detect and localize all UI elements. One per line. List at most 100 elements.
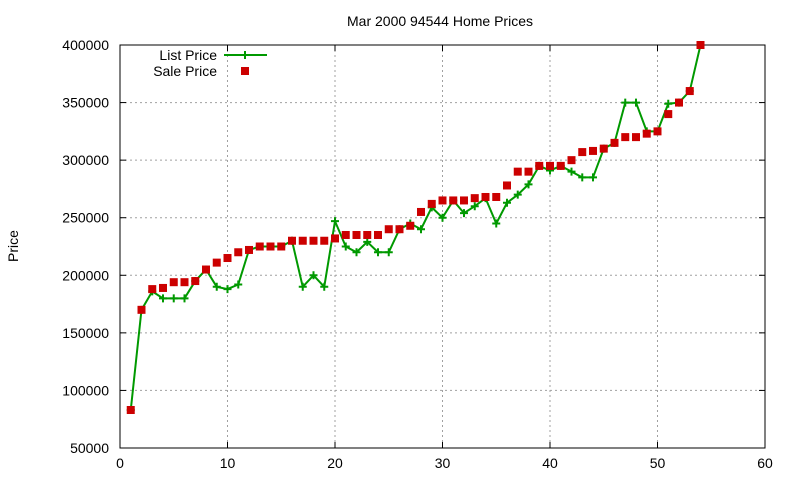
plus-point	[632, 98, 640, 107]
square-point	[384, 225, 393, 234]
square-point	[449, 196, 458, 205]
plus-point	[589, 173, 597, 182]
square-point	[589, 146, 597, 155]
y-tick-label: 350000	[62, 95, 109, 111]
square-point	[599, 144, 608, 153]
plus-point	[320, 282, 329, 291]
grid-lines	[120, 45, 765, 448]
plus-point	[460, 209, 468, 218]
plus-point	[503, 198, 511, 207]
series-line	[129, 44, 702, 411]
plus-point	[470, 202, 479, 211]
plus-point	[309, 271, 318, 280]
axes	[119, 44, 766, 449]
plus-point	[374, 248, 382, 257]
plus-point	[223, 285, 232, 294]
square-point	[126, 406, 135, 415]
square-point	[212, 258, 221, 267]
series-sale-price	[126, 41, 705, 415]
square-point	[556, 161, 565, 170]
square-point	[234, 248, 243, 257]
plus-point	[352, 248, 361, 257]
square-point	[363, 230, 372, 239]
legend-label-sale-price: Sale Price	[153, 63, 217, 79]
square-point	[331, 234, 339, 243]
tick-labels: 0 10 20 30 40 50 60 50000 100000 150000 200000 2500…	[62, 37, 773, 471]
y-axis-label: Price	[5, 230, 21, 262]
plus-point	[298, 282, 307, 291]
square-point	[137, 305, 146, 314]
x-tick-label: 50	[650, 455, 666, 471]
square-point	[632, 133, 640, 142]
x-tick-label: 20	[327, 455, 343, 471]
x-tick-label: 10	[220, 455, 236, 471]
square-point	[664, 110, 673, 119]
plus-point	[621, 98, 630, 107]
plus-point	[363, 237, 372, 246]
square-point	[395, 225, 404, 234]
y-tick-label: 250000	[62, 210, 109, 226]
square-point	[406, 221, 415, 230]
square-point	[202, 265, 210, 274]
square-point	[546, 161, 554, 170]
square-point	[642, 129, 651, 138]
x-tick-label: 30	[435, 455, 451, 471]
square-point	[417, 207, 425, 216]
square-point	[159, 283, 167, 292]
plus-point	[513, 190, 522, 199]
square-point	[352, 230, 361, 239]
square-point	[675, 98, 683, 107]
square-point	[180, 278, 189, 287]
square-point	[621, 133, 630, 142]
y-tick-label: 50000	[70, 440, 109, 456]
plus-point	[341, 242, 350, 251]
legend-square-marker	[241, 67, 249, 75]
series-list-price	[126, 41, 705, 415]
legend: List Price Sale Price	[153, 47, 267, 79]
square-point	[438, 196, 447, 205]
square-point	[223, 254, 232, 263]
square-point	[298, 236, 307, 245]
y-tick-label: 100000	[62, 382, 109, 398]
square-point	[492, 192, 501, 201]
square-point	[427, 199, 436, 208]
square-point	[535, 161, 544, 170]
square-point	[696, 41, 705, 49]
y-tick-label: 200000	[62, 267, 109, 283]
y-tick-label: 400000	[62, 37, 109, 53]
legend-label-list-price: List Price	[159, 47, 217, 63]
square-point	[148, 285, 157, 294]
square-point	[513, 167, 522, 176]
plus-point	[567, 167, 576, 176]
plus-point	[331, 217, 339, 226]
plus-point	[159, 294, 167, 303]
plus-point	[664, 99, 673, 108]
square-point	[481, 192, 490, 201]
plus-point	[417, 225, 425, 234]
square-point	[578, 148, 587, 157]
square-point	[255, 242, 264, 251]
square-point	[288, 236, 296, 245]
plus-point	[180, 294, 189, 303]
square-point	[460, 196, 468, 205]
x-tick-label: 60	[757, 455, 773, 471]
plus-point	[384, 248, 393, 257]
square-point	[191, 277, 200, 286]
square-point	[685, 87, 694, 96]
y-tick-label: 300000	[62, 152, 109, 168]
square-point	[266, 242, 275, 251]
square-point	[277, 242, 286, 251]
plus-point	[492, 219, 501, 228]
plus-point	[578, 173, 587, 182]
square-point	[341, 230, 350, 239]
x-tick-label: 0	[116, 455, 124, 471]
plus-point	[524, 180, 533, 189]
square-point	[567, 156, 576, 165]
legend-plus-marker	[241, 51, 249, 59]
x-tick-label: 40	[542, 455, 558, 471]
square-point	[169, 278, 178, 287]
chart-title: Mar 2000 94544 Home Prices	[347, 13, 533, 29]
square-point	[309, 236, 318, 245]
